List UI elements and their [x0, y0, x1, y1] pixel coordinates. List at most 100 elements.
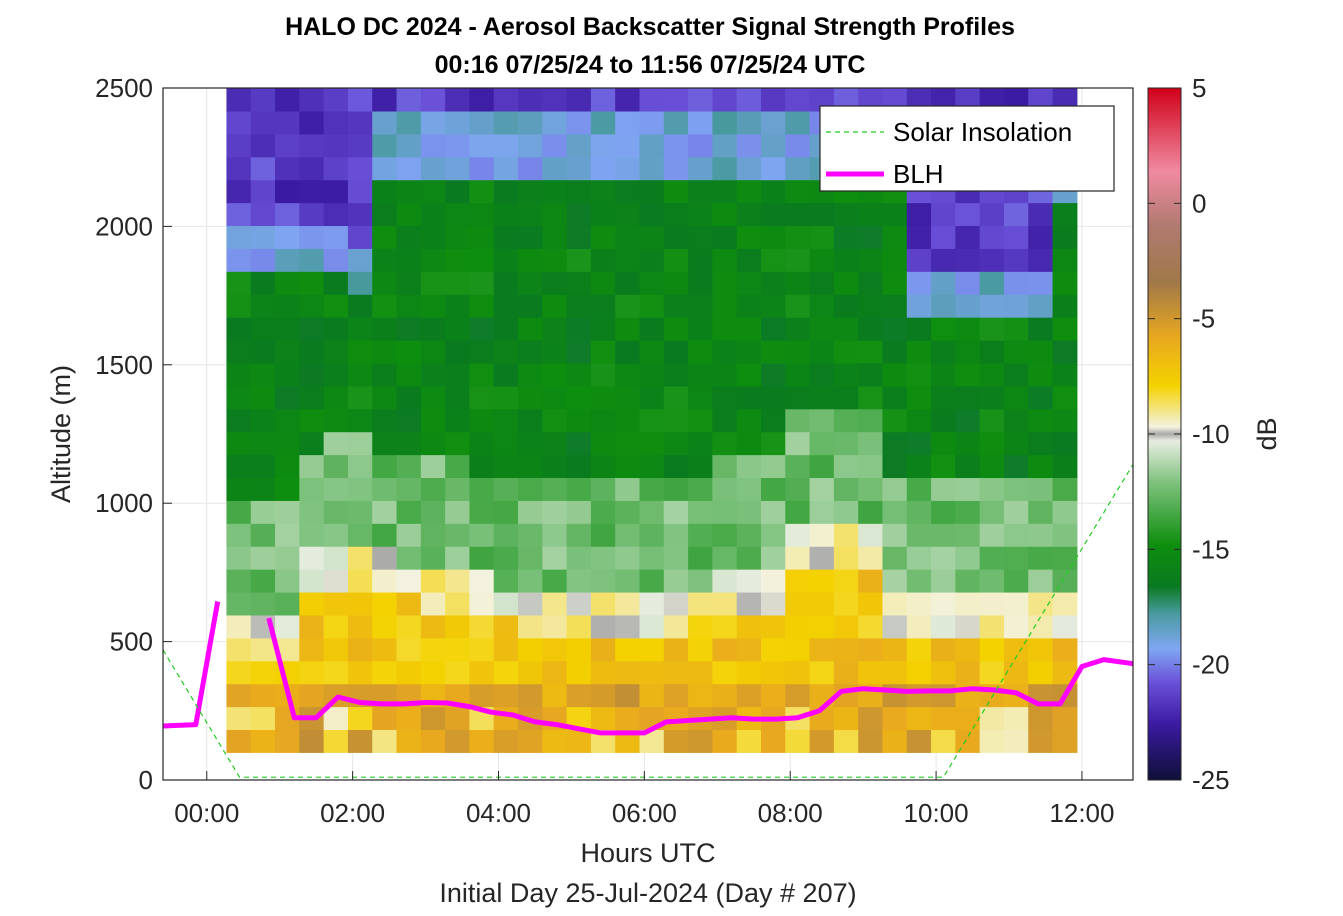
- heatmap-cell: [858, 408, 884, 433]
- colorbar-tick-label: -25: [1192, 765, 1230, 795]
- heatmap-cell: [542, 569, 568, 593]
- heatmap-cell: [663, 179, 689, 204]
- heatmap-cell: [688, 729, 713, 753]
- heatmap-cell: [760, 179, 786, 204]
- heatmap-cell: [347, 133, 373, 158]
- heatmap-cell: [1003, 477, 1029, 501]
- heatmap-cell: [882, 431, 908, 456]
- heatmap-cell: [760, 408, 786, 433]
- heatmap-cell: [299, 546, 325, 570]
- heatmap-cell: [323, 500, 349, 524]
- heatmap-cell: [566, 408, 592, 433]
- heatmap-cell: [518, 660, 543, 685]
- heatmap-cell: [955, 523, 981, 547]
- heatmap-cell: [226, 454, 252, 479]
- solar-insolation-line: [162, 464, 1134, 778]
- heatmap-cell: [736, 88, 762, 112]
- heatmap-cell: [226, 637, 252, 662]
- heatmap-cell: [785, 362, 811, 387]
- heatmap-cell: [445, 637, 471, 662]
- heatmap-cell: [663, 729, 689, 753]
- heatmap-cell: [906, 225, 932, 249]
- heatmap-cell: [372, 454, 398, 479]
- heatmap-cell: [250, 431, 276, 456]
- heatmap-cell: [760, 294, 786, 318]
- heatmap-cell: [250, 660, 276, 685]
- heatmap-cell: [785, 729, 811, 753]
- heatmap-cell: [590, 156, 616, 181]
- heatmap-cell: [1052, 362, 1078, 387]
- heatmap-cell: [639, 454, 665, 479]
- heatmap-cell: [590, 706, 616, 731]
- heatmap-cell: [323, 569, 349, 593]
- heatmap-cell: [906, 248, 932, 272]
- heatmap-cell: [469, 110, 495, 135]
- heatmap-cell: [518, 546, 543, 570]
- heatmap-cell: [469, 225, 495, 249]
- heatmap-cell: [688, 248, 713, 272]
- heatmap-cell: [639, 500, 665, 524]
- heatmap-cell: [639, 156, 665, 181]
- heatmap-cell: [226, 614, 252, 639]
- heatmap-cell: [226, 339, 252, 364]
- heatmap-cell: [420, 706, 446, 731]
- heatmap-cell: [809, 408, 835, 433]
- heatmap-cell: [615, 385, 641, 410]
- heatmap-cell: [493, 339, 519, 364]
- heatmap-cell: [1003, 591, 1029, 616]
- heatmap-cell: [1028, 729, 1054, 753]
- heatmap-cell: [833, 248, 859, 272]
- heatmap-cell: [590, 477, 616, 501]
- heatmap-cell: [469, 88, 495, 112]
- heatmap-cell: [323, 225, 349, 249]
- heatmap-cell: [712, 133, 738, 158]
- heatmap-cell: [882, 569, 908, 593]
- heatmap-cell: [809, 362, 835, 387]
- heatmap-cell: [226, 706, 252, 731]
- heatmap-cell: [275, 294, 300, 318]
- heatmap-cell: [639, 179, 665, 204]
- heatmap-cell: [347, 591, 373, 616]
- heatmap-cell: [590, 683, 616, 708]
- heatmap-cell: [639, 591, 665, 616]
- heatmap-cell: [858, 591, 884, 616]
- heatmap-cell: [566, 294, 592, 318]
- heatmap-cell: [275, 156, 300, 181]
- heatmap-cell: [858, 569, 884, 593]
- heatmap-cell: [299, 614, 325, 639]
- heatmap-cell: [760, 591, 786, 616]
- heatmap-cell: [736, 523, 762, 547]
- heatmap-cell: [1028, 500, 1054, 524]
- heatmap-cell: [906, 202, 932, 227]
- heatmap-cell: [469, 523, 495, 547]
- heatmap-cell: [323, 133, 349, 158]
- heatmap-cell: [372, 294, 398, 318]
- heatmap-cell: [615, 362, 641, 387]
- heatmap-cell: [226, 683, 252, 708]
- y-tick-label: 1500: [95, 350, 153, 380]
- heatmap-cell: [469, 408, 495, 433]
- heatmap-cell: [833, 477, 859, 501]
- heatmap-cell: [347, 339, 373, 364]
- heatmap-cell: [736, 454, 762, 479]
- heatmap-cell: [469, 614, 495, 639]
- heatmap-cell: [688, 500, 713, 524]
- heatmap-cell: [955, 500, 981, 524]
- heatmap-cell: [931, 683, 956, 708]
- heatmap-cell: [1052, 706, 1078, 731]
- heatmap-cell: [518, 88, 543, 112]
- heatmap-cell: [518, 339, 543, 364]
- heatmap-cell: [542, 156, 568, 181]
- heatmap-cell: [469, 683, 495, 708]
- heatmap-cell: [372, 110, 398, 135]
- heatmap-cell: [347, 637, 373, 662]
- heatmap-cell: [566, 500, 592, 524]
- heatmap-cell: [542, 500, 568, 524]
- heatmap-cell: [566, 156, 592, 181]
- heatmap-cell: [518, 362, 543, 387]
- heatmap-cell: [688, 454, 713, 479]
- heatmap-cell: [299, 477, 325, 501]
- heatmap-cell: [712, 729, 738, 753]
- heatmap-cell: [226, 500, 252, 524]
- heatmap-cell: [615, 683, 641, 708]
